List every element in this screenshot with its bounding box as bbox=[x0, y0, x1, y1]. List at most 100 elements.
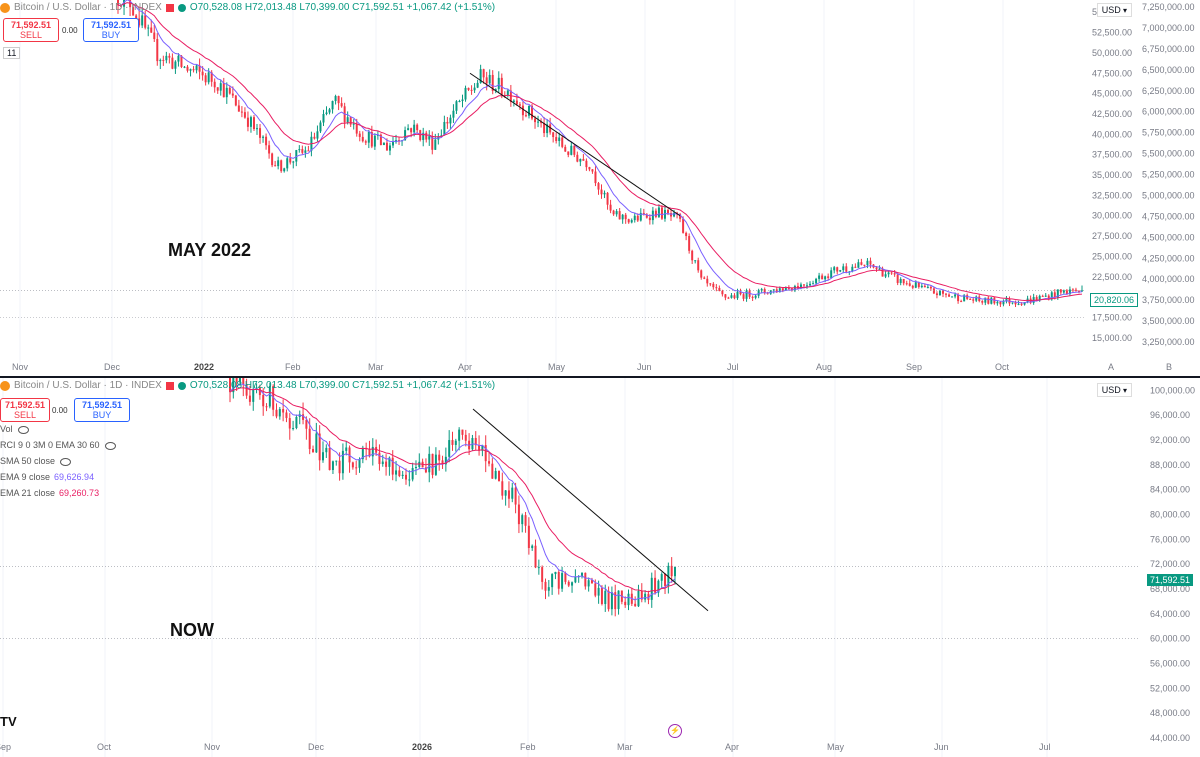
candle-body bbox=[414, 466, 417, 469]
candle-body bbox=[809, 283, 812, 286]
candle-body bbox=[132, 7, 135, 16]
chart-pane-top[interactable]: 55,000.0052,500.0050,000.0047,500.0045,0… bbox=[0, 0, 1200, 378]
candle-body bbox=[524, 115, 527, 117]
candle-body bbox=[614, 592, 617, 610]
tradingview-logo[interactable]: TV bbox=[0, 714, 17, 729]
candle-body bbox=[207, 72, 210, 83]
candle-body bbox=[833, 267, 836, 271]
candle-body bbox=[258, 387, 261, 396]
candle-body bbox=[1050, 292, 1053, 300]
candle-body bbox=[385, 142, 388, 151]
candle-body bbox=[772, 289, 775, 291]
candle-body bbox=[313, 136, 316, 139]
indicator-row[interactable]: SMA 50 close bbox=[0, 456, 72, 466]
candle-body bbox=[467, 87, 470, 90]
symbol-title[interactable]: Bitcoin / U.S. Dollar · 1D · INDEX bbox=[14, 380, 162, 391]
candle-body bbox=[183, 66, 186, 68]
candle-body bbox=[938, 290, 941, 296]
currency-selector[interactable]: USD bbox=[1096, 3, 1132, 17]
price-axis-label-alt: 4,250,000.00 bbox=[1142, 253, 1195, 263]
sell-button[interactable]: 71,592.51 SELL bbox=[0, 398, 50, 422]
candle-body bbox=[574, 576, 577, 583]
indicator-row[interactable]: RCI 9 0 3M 0 EMA 30 60 bbox=[0, 440, 116, 450]
candle-body bbox=[376, 134, 379, 136]
candle-body bbox=[754, 295, 757, 298]
candle-body bbox=[778, 288, 781, 293]
candle-body bbox=[960, 301, 963, 303]
time-axis-label: Feb bbox=[520, 742, 536, 752]
buy-button[interactable]: 71,592.51 BUY bbox=[74, 398, 130, 422]
candle-body bbox=[733, 295, 736, 299]
candle-body bbox=[474, 437, 477, 446]
candle-body bbox=[654, 577, 657, 593]
candlestick-chart-may-2022[interactable]: 55,000.0052,500.0050,000.0047,500.0045,0… bbox=[0, 0, 1200, 376]
indicator-name: Vol bbox=[0, 424, 13, 434]
candle-body bbox=[727, 297, 730, 299]
candle-body bbox=[288, 418, 291, 429]
visibility-hidden-icon[interactable] bbox=[17, 425, 29, 434]
flag-icon[interactable] bbox=[165, 3, 174, 12]
candle-body bbox=[278, 409, 281, 417]
candle-body bbox=[712, 283, 715, 288]
sell-button[interactable]: 71,592.51 SELL bbox=[3, 18, 59, 42]
candle-body bbox=[295, 417, 298, 429]
price-axis-label: 30,000.00 bbox=[1092, 211, 1132, 221]
candlestick-chart-now[interactable]: 100,000.00 96,000.00 92,000.00 88,000.00 84,… bbox=[0, 378, 1200, 757]
candle-body bbox=[501, 481, 504, 496]
indicator-name: SMA 50 close bbox=[0, 456, 56, 466]
candle-body bbox=[561, 137, 564, 147]
candle-body bbox=[664, 574, 667, 586]
ema-9-line bbox=[117, 0, 1083, 304]
indicator-row[interactable]: EMA 9 close 69,626.94 bbox=[0, 472, 94, 482]
candle-body bbox=[358, 459, 361, 468]
candle-body bbox=[594, 171, 597, 184]
time-axis-label: Mar bbox=[617, 742, 633, 752]
candle-body bbox=[410, 128, 413, 133]
indicator-value: 69,626.94 bbox=[54, 472, 95, 482]
candle-body bbox=[441, 460, 444, 465]
candle-body bbox=[624, 601, 627, 606]
candle-body bbox=[524, 515, 527, 526]
flag-icon[interactable] bbox=[165, 381, 174, 390]
currency-selector[interactable]: USD bbox=[1096, 383, 1132, 397]
candle-body bbox=[407, 128, 410, 131]
candle-body bbox=[860, 262, 863, 265]
symbol-title[interactable]: Bitcoin / U.S. Dollar · 1D · INDEX bbox=[14, 2, 162, 13]
visibility-hidden-icon[interactable] bbox=[60, 457, 72, 466]
buy-button[interactable]: 71,592.51 BUY bbox=[83, 18, 139, 42]
candle-body bbox=[650, 577, 653, 600]
sell-price: 71,592.51 bbox=[10, 20, 52, 30]
candle-body bbox=[724, 294, 727, 298]
candle-body bbox=[229, 378, 231, 393]
indicator-row[interactable]: Vol bbox=[0, 424, 29, 434]
chart-pane-bottom[interactable]: 100,000.00 96,000.00 92,000.00 88,000.00 84,… bbox=[0, 378, 1200, 757]
candle-body bbox=[231, 93, 234, 96]
candle-body bbox=[600, 189, 603, 195]
candle-body bbox=[534, 118, 537, 123]
candle-body bbox=[644, 593, 647, 600]
candle-body bbox=[424, 467, 427, 473]
candle-body bbox=[721, 290, 724, 295]
indicator-row[interactable]: EMA 21 close 69,260.73 bbox=[0, 488, 99, 498]
buy-label: BUY bbox=[101, 30, 121, 40]
candle-body bbox=[624, 214, 627, 220]
candle-body bbox=[763, 289, 766, 293]
candle-body bbox=[1041, 295, 1044, 297]
candle-body bbox=[225, 87, 228, 98]
candle-body bbox=[425, 132, 428, 140]
candle-body bbox=[195, 65, 198, 71]
lightning-icon[interactable]: ⚡ bbox=[668, 724, 682, 738]
visibility-hidden-icon[interactable] bbox=[104, 441, 116, 450]
bar-count-badge[interactable]: 11 bbox=[3, 47, 21, 59]
price-axis-label: 44,000.00 bbox=[1150, 733, 1190, 743]
candle-body bbox=[537, 121, 540, 123]
candle-body bbox=[162, 59, 165, 61]
candle-body bbox=[902, 278, 905, 284]
candle-body bbox=[138, 18, 141, 26]
candle-body bbox=[431, 136, 434, 150]
candle-body bbox=[416, 124, 419, 131]
bitcoin-icon bbox=[0, 2, 10, 13]
candle-body bbox=[256, 128, 259, 130]
candle-body bbox=[857, 262, 860, 268]
candle-body bbox=[827, 276, 830, 278]
